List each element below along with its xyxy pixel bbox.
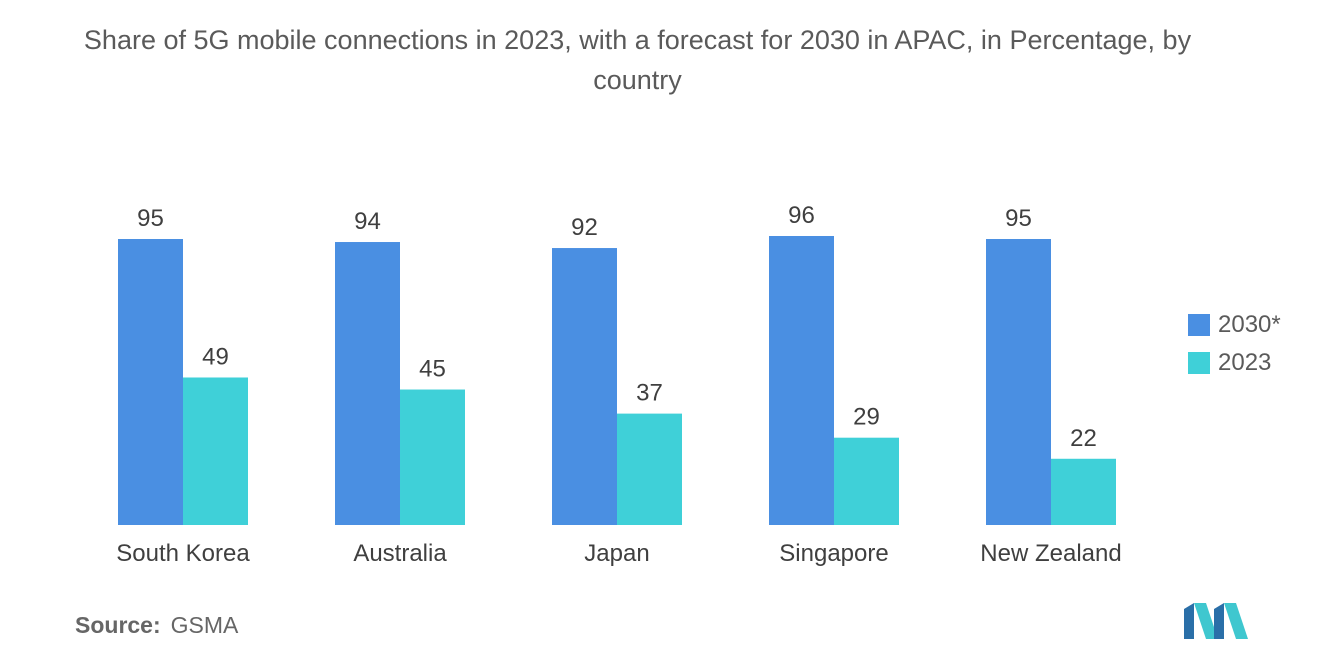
legend-swatch-2023 xyxy=(1188,352,1210,374)
chart-legend: 2030* 2023 xyxy=(1188,306,1281,382)
legend-label-2030: 2030* xyxy=(1218,311,1281,338)
data-label-2030-new-zealand: 95 xyxy=(1005,205,1032,232)
data-label-2023-australia: 45 xyxy=(419,356,446,383)
category-label-singapore: Singapore xyxy=(779,540,888,567)
bar-2023-new-zealand xyxy=(1051,458,1116,525)
bar-2030-south-korea xyxy=(118,239,183,525)
category-label-new-zealand: New Zealand xyxy=(980,540,1121,567)
bar-2030-singapore xyxy=(769,236,834,525)
data-label-2030-australia: 94 xyxy=(354,208,381,235)
data-label-2023-singapore: 29 xyxy=(853,404,880,431)
chart-title: Share of 5G mobile connections in 2023, … xyxy=(83,25,1192,95)
source-label: Source: xyxy=(75,612,161,638)
category-label-south-korea: South Korea xyxy=(116,540,250,567)
data-label-2023-japan: 37 xyxy=(636,380,663,407)
source-note: Source: GSMA xyxy=(75,612,238,639)
bar-2023-japan xyxy=(617,413,682,525)
legend-swatch-2030 xyxy=(1188,314,1210,336)
legend-label-2023: 2023 xyxy=(1218,349,1272,376)
bar-2023-south-korea xyxy=(183,377,248,525)
data-label-2023-south-korea: 49 xyxy=(202,343,229,370)
data-label-2030-singapore: 96 xyxy=(788,202,815,229)
bar-2023-australia xyxy=(400,389,465,525)
bar-2023-singapore xyxy=(834,437,899,525)
brand-logo xyxy=(1184,603,1248,639)
data-label-2030-south-korea: 95 xyxy=(137,205,164,232)
category-label-australia: Australia xyxy=(353,540,447,567)
source-value: GSMA xyxy=(170,612,239,638)
category-label-japan: Japan xyxy=(584,540,649,567)
legend-item-2023: 2023 xyxy=(1188,344,1281,382)
data-label-2023-new-zealand: 22 xyxy=(1070,425,1097,452)
bar-2030-japan xyxy=(552,248,617,525)
bar-2030-new-zealand xyxy=(986,239,1051,525)
data-label-2030-japan: 92 xyxy=(571,214,598,241)
bar-2030-australia xyxy=(335,242,400,526)
legend-item-2030: 2030* xyxy=(1188,306,1281,344)
